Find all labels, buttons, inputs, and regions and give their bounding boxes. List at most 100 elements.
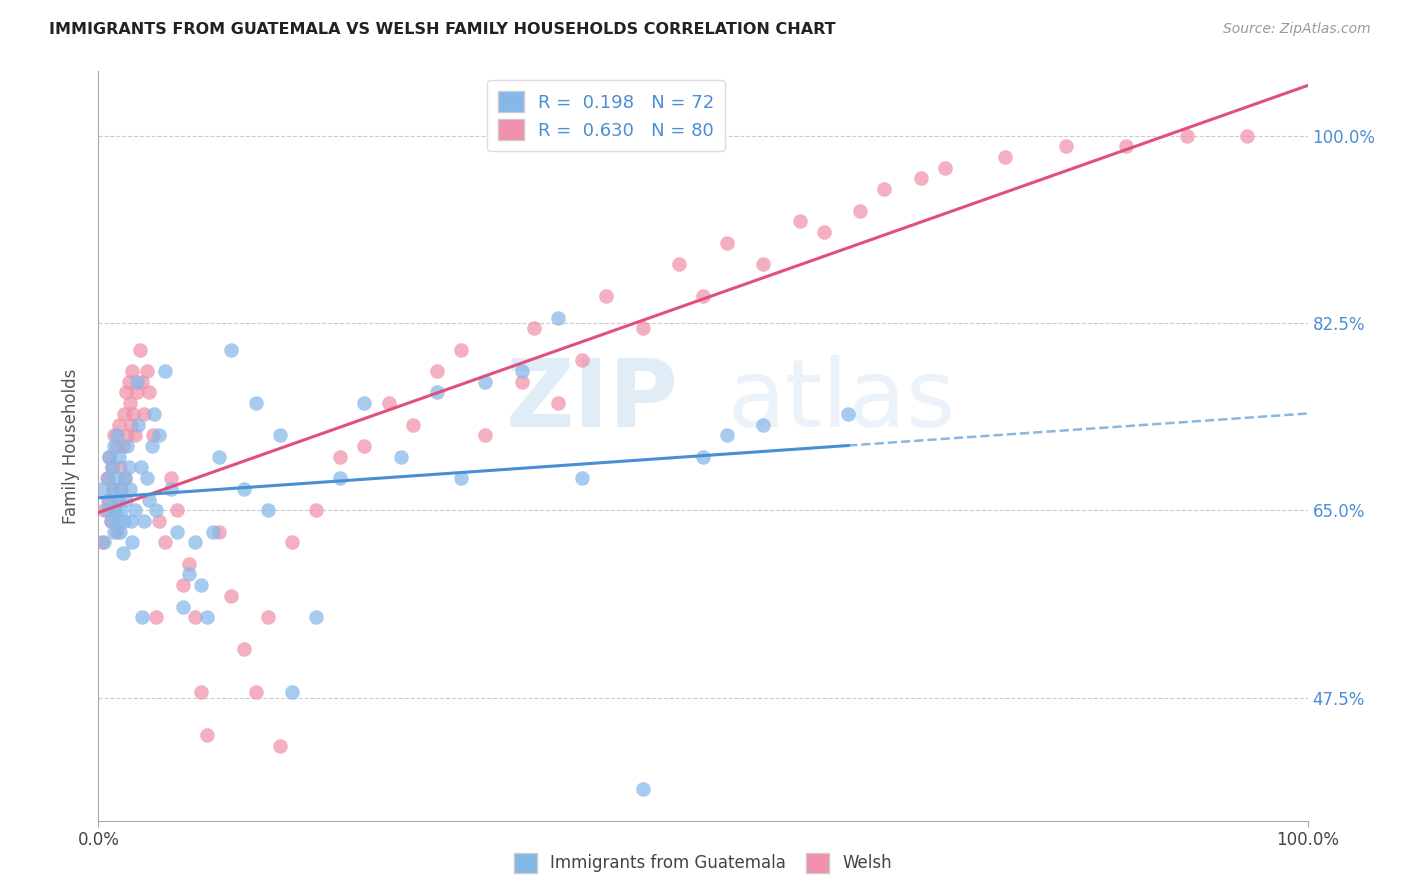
Point: [97, 492, 120, 507]
Point: [120, 514, 142, 528]
Point: [910, 171, 932, 186]
Point: [114, 471, 136, 485]
Point: [305, 503, 328, 517]
Point: [813, 225, 835, 239]
Point: [281, 535, 304, 549]
Point: [190, 685, 212, 699]
Point: [112, 514, 135, 528]
Point: [105, 439, 128, 453]
Point: [752, 257, 775, 271]
Point: [631, 781, 654, 796]
Point: [107, 514, 129, 528]
Point: [103, 428, 125, 442]
Point: [124, 428, 146, 442]
Point: [195, 728, 218, 742]
Point: [474, 428, 496, 442]
Point: [166, 503, 188, 517]
Point: [353, 439, 375, 453]
Point: [716, 428, 738, 442]
Point: [117, 428, 139, 442]
Point: [195, 610, 218, 624]
Point: [269, 739, 291, 753]
Text: ZIP: ZIP: [506, 355, 679, 447]
Point: [402, 417, 425, 432]
Point: [107, 492, 129, 507]
Point: [329, 471, 352, 485]
Point: [105, 428, 128, 442]
Point: [160, 471, 183, 485]
Point: [138, 492, 160, 507]
Point: [100, 514, 122, 528]
Y-axis label: Family Households: Family Households: [62, 368, 80, 524]
Point: [245, 685, 267, 699]
Point: [91, 482, 114, 496]
Point: [91, 535, 114, 549]
Point: [208, 450, 231, 464]
Point: [141, 439, 163, 453]
Point: [752, 417, 775, 432]
Point: [108, 482, 131, 496]
Point: [108, 524, 131, 539]
Point: [114, 471, 136, 485]
Point: [115, 385, 138, 400]
Point: [153, 535, 176, 549]
Point: [118, 375, 141, 389]
Point: [184, 610, 207, 624]
Point: [153, 364, 176, 378]
Point: [184, 535, 207, 549]
Point: [103, 524, 125, 539]
Point: [281, 685, 304, 699]
Point: [105, 524, 128, 539]
Point: [547, 310, 569, 325]
Point: [716, 235, 738, 250]
Point: [221, 589, 243, 603]
Point: [110, 503, 132, 517]
Point: [179, 557, 201, 571]
Point: [510, 375, 533, 389]
Point: [111, 546, 134, 560]
Point: [124, 503, 146, 517]
Point: [135, 471, 157, 485]
Point: [105, 471, 128, 485]
Point: [190, 578, 212, 592]
Point: [110, 482, 132, 496]
Point: [256, 610, 278, 624]
Point: [934, 161, 956, 175]
Point: [100, 460, 122, 475]
Point: [172, 599, 194, 614]
Point: [118, 482, 141, 496]
Point: [873, 182, 896, 196]
Point: [135, 364, 157, 378]
Point: [117, 439, 139, 453]
Point: [131, 610, 153, 624]
Point: [121, 535, 143, 549]
Point: [389, 450, 412, 464]
Point: [138, 385, 160, 400]
Point: [148, 428, 170, 442]
Point: [96, 503, 118, 517]
Point: [122, 407, 145, 421]
Point: [166, 524, 188, 539]
Point: [160, 482, 183, 496]
Point: [202, 524, 225, 539]
Point: [450, 343, 472, 357]
Point: [127, 385, 149, 400]
Point: [100, 514, 122, 528]
Point: [172, 578, 194, 592]
Point: [108, 460, 131, 475]
Point: [510, 364, 533, 378]
Point: [98, 492, 121, 507]
Point: [221, 343, 243, 357]
Point: [377, 396, 399, 410]
Point: [595, 289, 617, 303]
Point: [115, 492, 138, 507]
Point: [108, 450, 131, 464]
Point: [269, 428, 291, 442]
Point: [523, 321, 546, 335]
Point: [692, 450, 714, 464]
Point: [129, 460, 152, 475]
Point: [571, 471, 593, 485]
Point: [100, 460, 122, 475]
Point: [127, 417, 149, 432]
Point: [232, 482, 254, 496]
